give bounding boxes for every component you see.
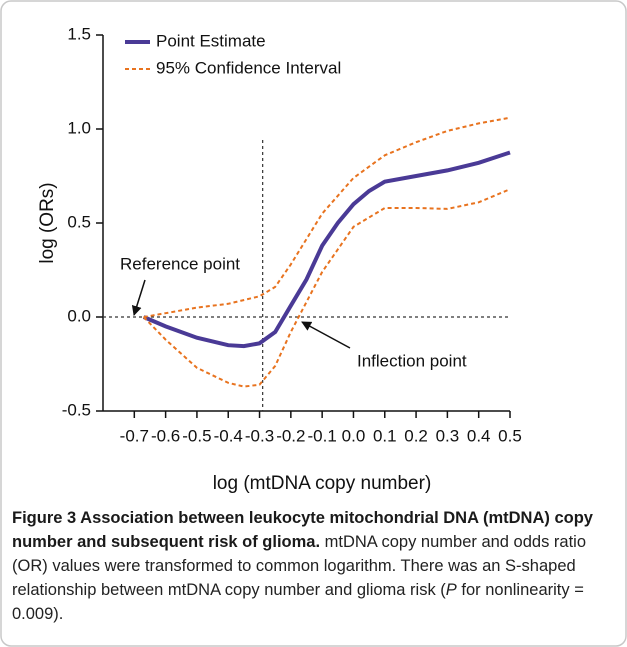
x-tick-label: 0.2 xyxy=(404,426,428,445)
x-tick-label: 0.5 xyxy=(498,426,522,445)
caption-title: Figure 3 Association between leukocyte m… xyxy=(12,509,593,551)
caption-text: mtDNA copy number and odds ratio (OR) va… xyxy=(12,533,587,599)
x-tick-label: -0.7 xyxy=(120,426,149,445)
x-tick-label: -0.1 xyxy=(308,426,337,445)
caption: Figure 3 Association between leukocyte m… xyxy=(12,506,612,626)
x-tick-label: 0.1 xyxy=(373,426,397,445)
y-axis-label: log (ORs) xyxy=(37,182,58,263)
x-axis-label: log (mtDNA copy number) xyxy=(213,473,432,494)
x-tick-label: -0.4 xyxy=(214,426,243,445)
legend-label: 95% Confidence Interval xyxy=(156,58,341,77)
y-tick-label: 0.0 xyxy=(67,306,91,325)
x-tick-label: -0.6 xyxy=(151,426,180,445)
caption-text: for nonlinearity = 0.009). xyxy=(12,581,584,623)
x-tick-label: 0.3 xyxy=(436,426,460,445)
legend-label: Point Estimate xyxy=(156,31,266,50)
annotation-arrow xyxy=(301,321,351,349)
x-tick-label: -0.2 xyxy=(276,426,305,445)
x-tick-label: -0.3 xyxy=(245,426,274,445)
caption-italic: P xyxy=(445,581,457,599)
y-tick-label: -0.5 xyxy=(62,400,91,419)
y-tick-label: 1.0 xyxy=(67,118,91,137)
annotation: Reference point xyxy=(120,254,240,273)
y-tick-label: 1.5 xyxy=(67,24,91,43)
x-tick-label: -0.5 xyxy=(182,426,211,445)
y-tick-label: 0.5 xyxy=(67,212,91,231)
annotation: Inflection point xyxy=(357,351,467,370)
series-line xyxy=(142,188,511,388)
x-tick-label: 0.4 xyxy=(467,426,491,445)
series-line xyxy=(143,116,511,318)
annotation-arrow xyxy=(131,279,146,316)
series-line xyxy=(142,150,511,349)
x-tick-label: 0.0 xyxy=(342,426,366,445)
